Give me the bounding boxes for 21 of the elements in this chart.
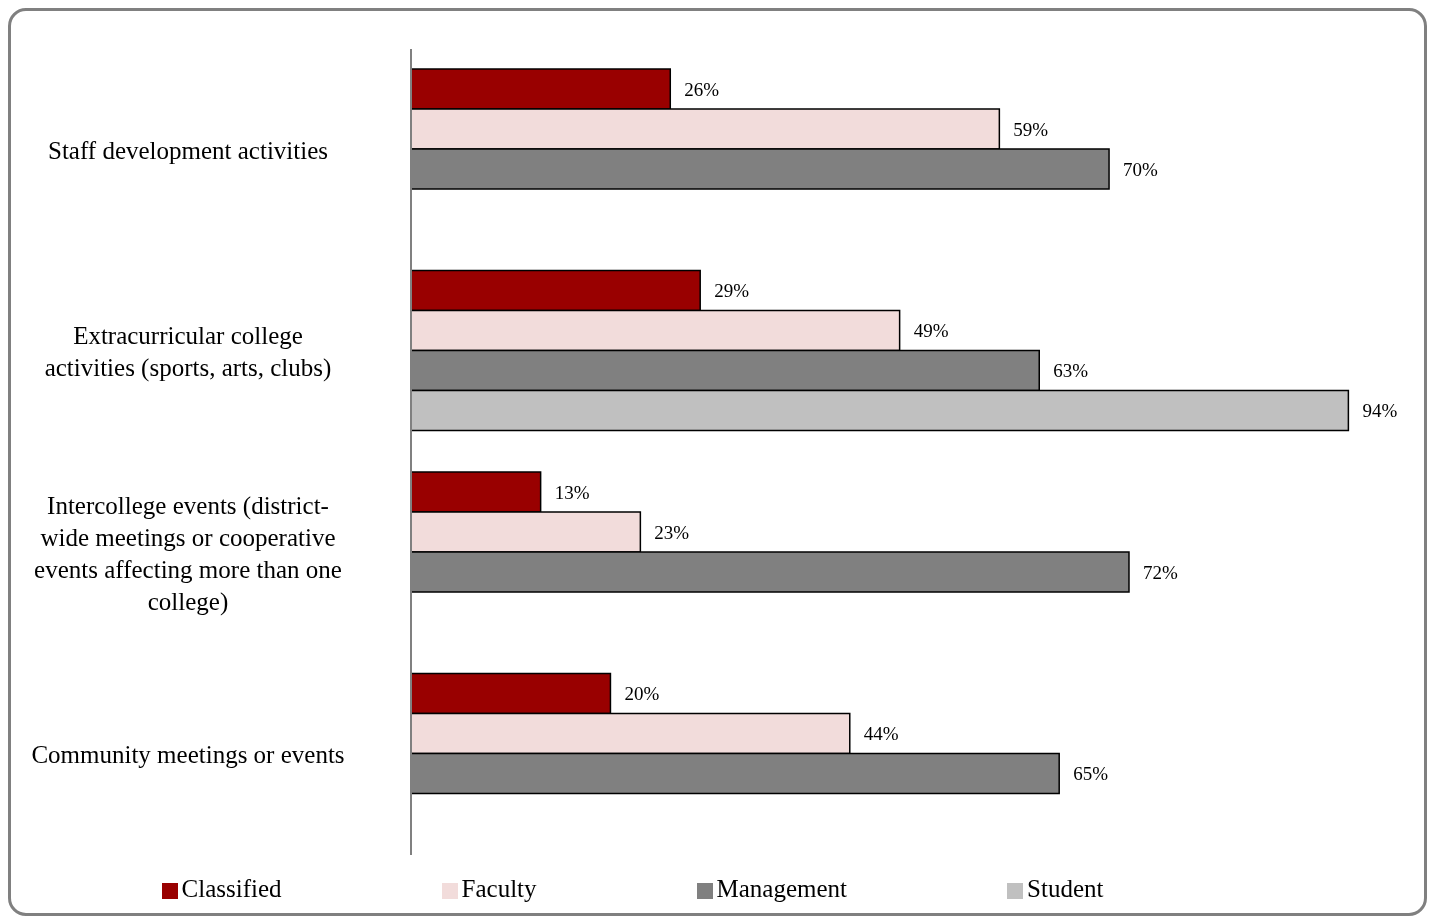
data-label: 72% — [1143, 561, 1178, 583]
data-label: 63% — [1053, 360, 1089, 382]
y-tick-label: Community meetings or events — [31, 740, 345, 768]
data-label: 65% — [1073, 763, 1109, 785]
data-label: 70% — [1123, 158, 1159, 180]
y-tick-label: Staff development activities — [47, 136, 329, 164]
legend-label: Management — [716, 875, 848, 902]
data-label: 26% — [684, 78, 720, 100]
data-label: 59% — [1013, 118, 1049, 140]
legend-label: Student — [1027, 875, 1104, 902]
data-label: 13% — [554, 481, 590, 503]
legend-label: Classified — [181, 875, 282, 902]
y-tick-label: Intercollege events (district-wide meetings or cooperative events affecting more than one college) — [34, 491, 342, 616]
data-label: 20% — [624, 683, 660, 705]
data-label: 49% — [913, 320, 949, 342]
data-label: 29% — [714, 280, 750, 302]
data-label: 94% — [1362, 400, 1398, 422]
y-tick-label: Extracurricular college activities (sports, arts, clubs) — [44, 321, 332, 382]
data-label: 23% — [654, 521, 690, 543]
legend-label: Faculty — [461, 875, 537, 902]
data-label: 44% — [863, 723, 899, 745]
